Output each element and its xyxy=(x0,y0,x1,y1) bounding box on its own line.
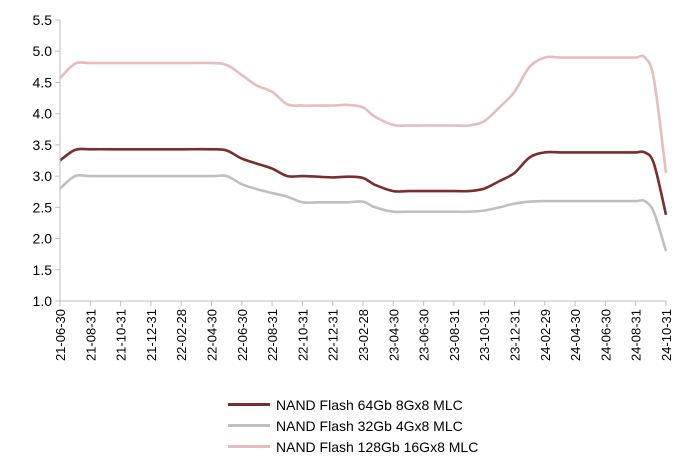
x-tick-label: 22-04-30 xyxy=(205,309,220,361)
x-tick-label: 24-10-31 xyxy=(659,309,674,361)
x-tick-label: 23-10-31 xyxy=(477,309,492,361)
x-tick-label: 21-08-31 xyxy=(83,309,98,361)
x-tick-label: 22-12-31 xyxy=(326,309,341,361)
y-tick-label: 4.0 xyxy=(33,106,53,122)
x-tick-label: 23-06-30 xyxy=(417,309,432,361)
legend-item-64gb: NAND Flash 64Gb 8Gx8 MLC xyxy=(228,394,478,415)
x-tick-label: 23-02-28 xyxy=(356,309,371,361)
x-tick-label: 22-06-30 xyxy=(235,309,250,361)
y-tick-label: 3.0 xyxy=(33,168,53,184)
series-lines xyxy=(59,54,668,252)
legend-swatch-128gb xyxy=(228,445,270,448)
y-axis-ticks: 1.0 1.5 2.0 2.5 3.0 3.5 4.0 4.5 5.0 5.5 xyxy=(33,12,60,309)
x-tick-label: 23-04-30 xyxy=(386,309,401,361)
x-tick-label: 21-12-31 xyxy=(144,309,159,361)
x-tick-label: 24-08-31 xyxy=(629,309,644,361)
series-line-0 xyxy=(59,147,668,216)
series-line-2 xyxy=(59,54,668,174)
x-tick-label: 21-06-30 xyxy=(53,309,68,361)
x-tick-label: 22-02-28 xyxy=(174,309,189,361)
legend-label-32gb: NAND Flash 32Gb 4Gx8 MLC xyxy=(276,417,463,434)
series-line-1 xyxy=(59,173,668,252)
y-tick-label: 5.0 xyxy=(33,43,53,59)
y-tick-label: 2.5 xyxy=(33,199,53,215)
x-axis-ticks: 21-06-30 21-08-31 21-10-31 21-12-31 22-02-28… xyxy=(53,301,674,361)
y-tick-label: 5.5 xyxy=(33,12,53,28)
legend-swatch-32gb xyxy=(228,424,270,427)
x-tick-label: 22-08-31 xyxy=(265,309,280,361)
legend-item-128gb: NAND Flash 128Gb 16Gx8 MLC xyxy=(228,436,478,457)
legend-label-64gb: NAND Flash 64Gb 8Gx8 MLC xyxy=(276,396,463,413)
y-tick-label: 1.0 xyxy=(33,293,53,309)
y-tick-label: 3.5 xyxy=(33,137,53,153)
x-tick-label: 23-08-31 xyxy=(447,309,462,361)
y-tick-label: 1.5 xyxy=(33,262,53,278)
x-tick-label: 24-04-30 xyxy=(568,309,583,361)
x-tick-label: 22-10-31 xyxy=(295,309,310,361)
legend-swatch-64gb xyxy=(228,403,270,406)
y-tick-label: 2.0 xyxy=(33,231,53,247)
x-tick-label: 24-06-30 xyxy=(598,309,613,361)
x-tick-label: 21-10-31 xyxy=(114,309,129,361)
legend: NAND Flash 64Gb 8Gx8 MLC NAND Flash 32Gb… xyxy=(228,394,478,457)
legend-label-128gb: NAND Flash 128Gb 16Gx8 MLC xyxy=(276,438,479,455)
x-tick-label: 23-12-31 xyxy=(508,309,523,361)
x-tick-label: 24-02-29 xyxy=(538,309,553,361)
y-tick-label: 4.5 xyxy=(33,74,53,90)
legend-item-32gb: NAND Flash 32Gb 4Gx8 MLC xyxy=(228,415,478,436)
